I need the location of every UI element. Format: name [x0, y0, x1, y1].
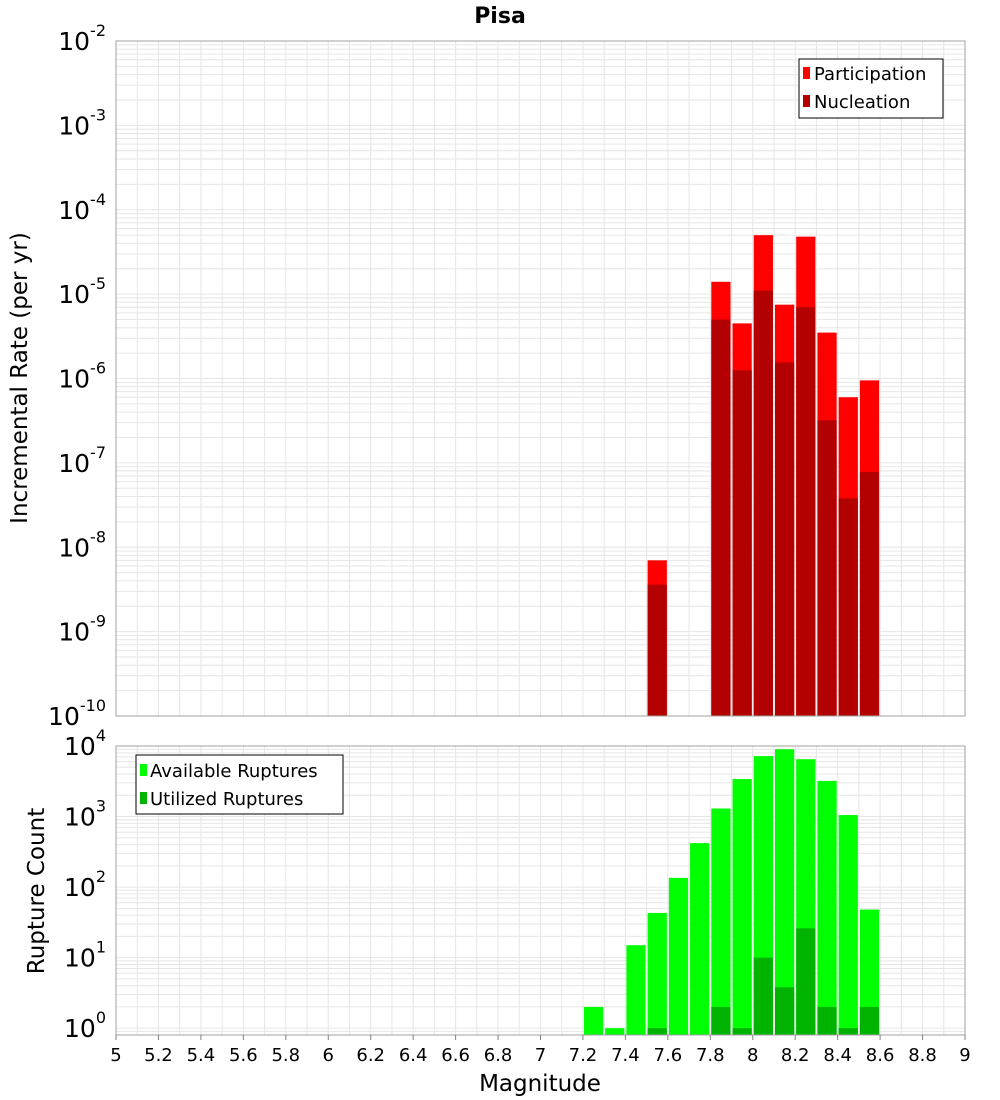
count-y-ticks: 100 101 102 103 104 — [64, 726, 106, 1043]
rate-bar-s2 — [838, 498, 858, 716]
rate-legend-box — [798, 58, 944, 119]
magnitude-x-tick-label: 5.2 — [144, 1045, 173, 1066]
magnitude-x-tick-label: 5 — [110, 1045, 121, 1066]
magnitude-x-tick-label: 7 — [535, 1045, 546, 1066]
magnitude-x-tick-label: 6.4 — [399, 1045, 428, 1066]
count-bars — [583, 749, 880, 1035]
available-legend-label: Available Ruptures — [150, 761, 318, 782]
count-bar-s2 — [817, 1006, 837, 1035]
count-legend: Available Ruptures Utilized Ruptures — [135, 754, 344, 815]
count-y-tick-label: 103 — [64, 797, 106, 832]
count-bar-s2 — [647, 1028, 667, 1035]
magnitude-x-tick-label: 8.6 — [866, 1045, 895, 1066]
count-y-tick-label: 101 — [64, 938, 106, 973]
count-bar-s1 — [774, 749, 795, 1035]
count-y-tick-label: 102 — [64, 867, 106, 902]
rate-y-tick-label: 10-6 — [58, 359, 106, 394]
rate-y-tick-label: 10-10 — [48, 696, 106, 731]
magnitude-x-tick-label: 6.2 — [356, 1045, 385, 1066]
count-bar-s1 — [647, 912, 667, 1035]
utilized-legend-swatch — [140, 792, 147, 804]
rate-y-tick-label: 10-3 — [58, 105, 106, 140]
count-bar-s2 — [774, 987, 795, 1035]
count-bar-s1 — [817, 780, 837, 1035]
nucleation-legend-swatch — [803, 95, 810, 107]
count-bar-s1 — [838, 815, 858, 1035]
count-bar-s2 — [859, 1006, 880, 1035]
rate-legend: Participation Nucleation — [798, 58, 944, 119]
magnitude-x-tick-label: 8 — [747, 1045, 758, 1066]
magnitude-x-axis-label: Magnitude — [479, 1071, 601, 1097]
rate-bar-s2 — [732, 370, 752, 716]
rate-y-tick-label: 10-2 — [58, 21, 106, 56]
rate-bar-s2 — [817, 420, 837, 716]
magnitude-x-tick-label: 7.4 — [611, 1045, 640, 1066]
count-bar-s1 — [859, 909, 880, 1035]
rate-bar-s2 — [711, 319, 731, 716]
rate-grid — [115, 40, 966, 717]
count-bar-s2 — [732, 1028, 752, 1035]
rate-y-tick-label: 10-5 — [58, 274, 106, 309]
count-bar-s1 — [668, 877, 689, 1035]
rate-y-ticks: 10-10 10-9 10-8 10-7 10-6 10-5 10-4 10-3 10-2 — [48, 21, 106, 731]
count-bar-s2 — [796, 928, 816, 1035]
count-bar-s1 — [690, 843, 710, 1035]
count-bar-s2 — [838, 1028, 858, 1035]
magnitude-x-tick-label: 6.6 — [441, 1045, 470, 1066]
available-legend-swatch — [140, 764, 147, 776]
magnitude-x-tick-label: 8.2 — [781, 1045, 810, 1066]
count-bar-s2 — [711, 1006, 731, 1035]
count-y-axis-label: Rupture Count — [24, 808, 50, 974]
count-bar-s1 — [583, 1006, 604, 1035]
rate-bar-s2 — [796, 307, 816, 716]
rate-bars — [647, 235, 880, 716]
magnitude-x-ticks: 5 5.2 5.4 5.6 5.8 6 6.2 6.4 6.6 6.8 7 7.2 7.4 7.6 7.8 8… — [110, 1035, 971, 1066]
count-bar-s1 — [626, 945, 646, 1035]
count-legend-box — [135, 754, 344, 815]
magnitude-x-tick-label: 8.4 — [823, 1045, 852, 1066]
magnitude-x-tick-label: 5.6 — [229, 1045, 258, 1066]
magnitude-x-tick-label: 7.8 — [696, 1045, 725, 1066]
rate-y-tick-label: 10-9 — [58, 612, 106, 647]
rate-bar-s2 — [647, 584, 667, 716]
magnitude-x-tick-label: 5.8 — [271, 1045, 300, 1066]
utilized-legend-label: Utilized Ruptures — [150, 789, 303, 810]
count-panel: 100 101 102 103 104 5 5.2 5.4 5.6 5.8 6 6.2 6.4 6.6 6… — [24, 726, 971, 1097]
magnitude-x-tick-label: 7.2 — [569, 1045, 598, 1066]
count-bar-s1 — [605, 1028, 625, 1035]
count-bar-s1 — [732, 779, 752, 1035]
magnitude-x-tick-label: 7.6 — [654, 1045, 683, 1066]
rate-bar-s2 — [859, 471, 880, 716]
magnitude-x-tick-label: 8.8 — [908, 1045, 937, 1066]
participation-legend-swatch — [803, 67, 810, 79]
rate-plot-frame — [115, 40, 966, 717]
chart-title: Pisa — [474, 4, 526, 29]
magnitude-x-tick-label: 5.4 — [187, 1045, 216, 1066]
magnitude-x-tick-label: 9 — [959, 1045, 970, 1066]
rate-y-axis-label: Incremental Rate (per yr) — [7, 232, 33, 524]
rate-y-tick-label: 10-7 — [58, 443, 106, 478]
rate-bar-s2 — [774, 362, 795, 716]
rate-y-tick-label: 10-8 — [58, 527, 106, 562]
magnitude-x-tick-label: 6.8 — [484, 1045, 513, 1066]
rate-y-tick-label: 10-4 — [58, 190, 106, 225]
count-bar-s1 — [711, 808, 731, 1035]
count-y-tick-label: 100 — [64, 1008, 106, 1043]
count-y-tick-label: 104 — [64, 726, 106, 761]
participation-legend-label: Participation — [814, 64, 926, 85]
rate-bar-s2 — [753, 290, 773, 716]
magnitude-x-tick-label: 6 — [323, 1045, 334, 1066]
count-bar-s2 — [753, 957, 773, 1035]
rate-panel: 10-10 10-9 10-8 10-7 10-6 10-5 10-4 10-3 10-2 In… — [7, 21, 966, 731]
nucleation-legend-label: Nucleation — [814, 92, 910, 113]
